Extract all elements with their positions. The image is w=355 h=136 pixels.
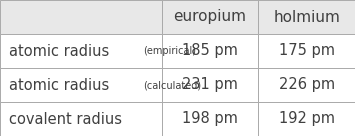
Bar: [162, 0, 258, 34]
Text: (empirical): (empirical): [143, 46, 197, 56]
Bar: [0, 102, 162, 136]
Bar: [162, 68, 258, 102]
Text: atomic radius: atomic radius: [9, 44, 109, 58]
Text: europium: europium: [173, 10, 246, 24]
Bar: [258, 68, 355, 102]
Bar: [0, 34, 162, 68]
Bar: [258, 34, 355, 68]
Text: 175 pm: 175 pm: [279, 44, 335, 58]
Text: (calculated): (calculated): [143, 80, 202, 90]
Bar: [258, 0, 355, 34]
Bar: [0, 0, 162, 34]
Text: 192 pm: 192 pm: [279, 112, 335, 126]
Text: 198 pm: 198 pm: [182, 112, 238, 126]
Bar: [0, 68, 162, 102]
Bar: [162, 34, 258, 68]
Text: 231 pm: 231 pm: [182, 78, 238, 92]
Text: 185 pm: 185 pm: [182, 44, 238, 58]
Bar: [162, 102, 258, 136]
Text: 226 pm: 226 pm: [279, 78, 335, 92]
Bar: [258, 102, 355, 136]
Text: covalent radius: covalent radius: [9, 112, 122, 126]
Text: atomic radius: atomic radius: [9, 78, 109, 92]
Text: holmium: holmium: [273, 10, 340, 24]
